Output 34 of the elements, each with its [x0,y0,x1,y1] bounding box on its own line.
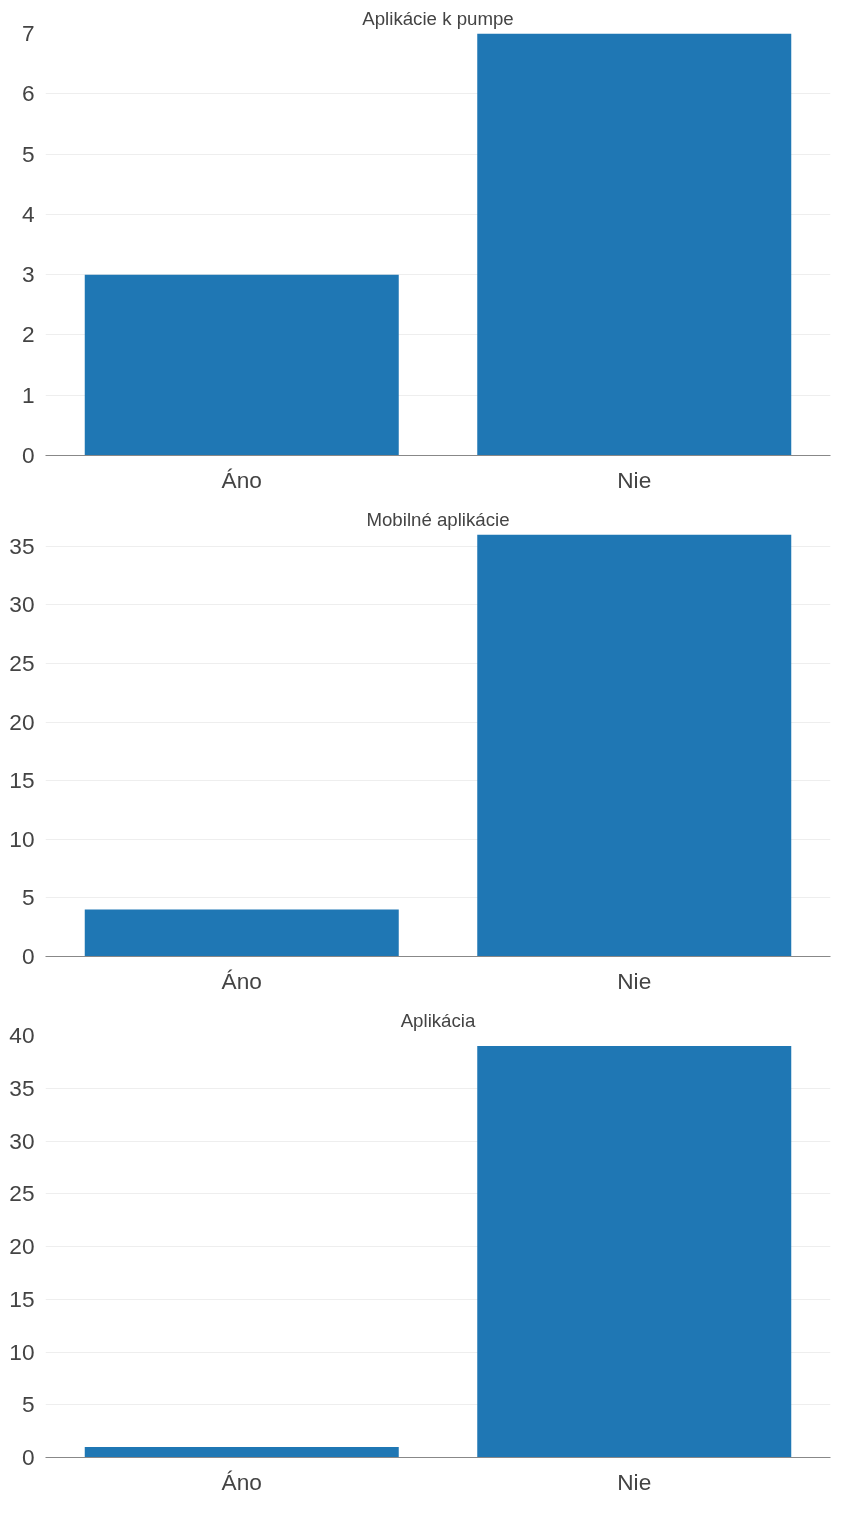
y-tick-label: 1 [21,381,35,408]
y-tick-label: 0 [21,1444,35,1470]
y-tick-label: 0 [21,943,35,969]
y-tick-label: 5 [21,1391,35,1418]
x-tick-label: Áno [221,1468,262,1495]
y-tick-label: 6 [21,80,35,107]
y-tick-label: 35 [9,532,35,559]
y-tick-label: 3 [21,261,35,288]
y-tick-label: 35 [9,1074,35,1101]
y-tick-label: 7 [21,20,35,46]
chart-title: Aplikácia [400,1009,476,1031]
x-tick-label: Nie [617,967,652,994]
y-tick-label: 20 [9,708,35,735]
y-tick-label: 0 [21,442,35,468]
y-tick-label: 5 [21,884,35,911]
chart-title: Mobilné aplikácie [366,508,510,530]
y-tick-label: 25 [9,649,35,676]
x-tick-label: Áno [221,967,262,994]
y-tick-label: 15 [9,1285,35,1312]
y-tick-label: 30 [9,591,35,618]
x-tick-label: Nie [617,466,652,493]
y-tick-label: 4 [21,200,35,227]
y-tick-label: 5 [21,140,35,167]
y-tick-label: 2 [21,321,35,348]
x-tick-label: Áno [221,466,262,493]
y-tick-label: 25 [9,1180,35,1207]
y-tick-label: 30 [9,1127,35,1154]
y-tick-label: 40 [9,1022,35,1048]
x-tick-label: Nie [617,1468,652,1495]
y-tick-label: 15 [9,767,35,794]
y-tick-label: 10 [9,1338,35,1365]
y-tick-label: 20 [9,1233,35,1259]
y-tick-label: 10 [9,825,35,852]
chart-title: Aplikácie k pumpe [362,7,514,29]
